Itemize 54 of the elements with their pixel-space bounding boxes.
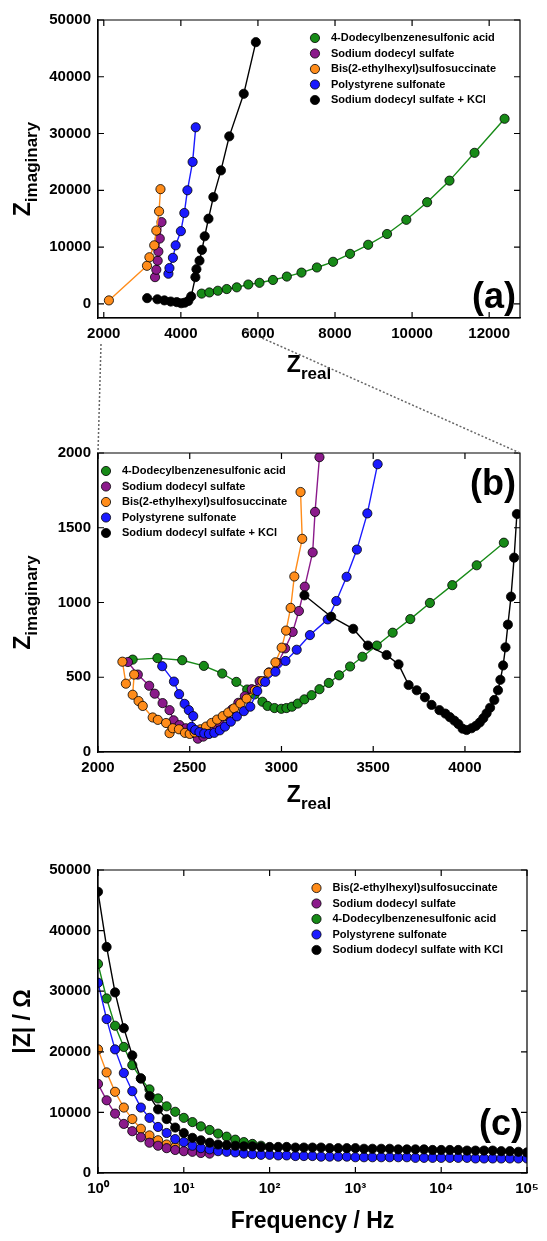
x-tick-label: 2500 xyxy=(173,758,207,776)
legend-label: Bis(2-ethylhexyl)sulfosuccinate xyxy=(330,62,497,75)
y-tick-label: 0 xyxy=(82,742,91,760)
legend-label: Bis(2-ethylhexyl)sulfosuccinate xyxy=(122,495,288,508)
legend-label: Sodium dodecyl sulfate + KCl xyxy=(330,93,486,106)
y-tick-label: 0 xyxy=(82,293,91,311)
y-tick-label: 0 xyxy=(82,1163,91,1181)
legend-label: Polystyrene sulfonate xyxy=(332,927,447,940)
x-tick-label: 10² xyxy=(258,1179,281,1197)
x-tick-label: 10000 xyxy=(391,324,433,342)
x-tick-label: 10⁵ xyxy=(515,1179,539,1197)
y-tick-label: 10000 xyxy=(49,237,91,255)
x-tick-label: 6000 xyxy=(241,324,275,342)
legend-label: Bis(2-ethylhexyl)sulfosuccinate xyxy=(332,881,498,894)
x-tick-label: 3000 xyxy=(264,758,299,776)
legend-label: Polystyrene sulfonate xyxy=(330,77,446,90)
legend-label: Sodium dodecyl sulfate xyxy=(122,479,246,492)
legend-label: 4-Dodecylbenzenesulfonic acid xyxy=(122,464,286,477)
y-tick-label: 30000 xyxy=(49,981,91,999)
y-tick-label: 20000 xyxy=(49,1041,91,1059)
legend-label: Sodium dodecyl sulfate + KCl xyxy=(122,526,277,539)
legend-label: Sodium dodecyl sulfate xyxy=(332,896,456,909)
legend-label: 4-Dodecylbenzenesulfonic acid xyxy=(332,912,497,925)
y-tick-label: 10000 xyxy=(49,1102,91,1120)
y-tick-label: 30000 xyxy=(49,123,91,141)
legend-label: Polystyrene sulfonate xyxy=(122,510,237,523)
y-tick-label: 1000 xyxy=(57,592,91,610)
x-tick-label: 10⁴ xyxy=(429,1179,454,1197)
y-tick-label: 500 xyxy=(65,667,91,685)
legend-label: 4-Dodecylbenzenesulfonic acid xyxy=(330,31,495,44)
legend-label: Sodium dodecyl sulfate xyxy=(330,46,455,59)
x-tick-label: 10¹ xyxy=(172,1179,195,1197)
annotation: (a) xyxy=(472,275,516,316)
x-tick-label: 4000 xyxy=(448,758,482,776)
annotation: (c) xyxy=(479,1102,523,1143)
y-tick-label: 40000 xyxy=(49,66,91,84)
x-tick-label: 10⁰ xyxy=(87,1179,110,1197)
y-tick-label: 40000 xyxy=(49,920,91,938)
y-tick-label: 50000 xyxy=(49,860,91,878)
x-tick-label: 12000 xyxy=(468,324,511,342)
y-tick-label: 2000 xyxy=(57,443,91,461)
y-tick-label: 50000 xyxy=(49,10,91,28)
y-tick-label: 20000 xyxy=(49,180,91,198)
x-tick-label: 4000 xyxy=(164,324,198,342)
y-axis-title: |Z| / Ω xyxy=(9,989,35,1054)
y-tick-label: 1500 xyxy=(57,517,91,535)
y-axis-title: Zimaginary xyxy=(9,121,41,217)
y-axis-title: Zimaginary xyxy=(9,554,41,650)
x-tick-label: 3500 xyxy=(356,758,390,776)
x-tick-label: 10³ xyxy=(344,1179,367,1197)
x-tick-label: 8000 xyxy=(318,324,352,342)
x-axis-title: Frequency / Hz xyxy=(230,1207,395,1233)
legend-label: Sodium dodecyl sulfate with KCl xyxy=(332,943,504,956)
annotation: (b) xyxy=(470,462,516,503)
